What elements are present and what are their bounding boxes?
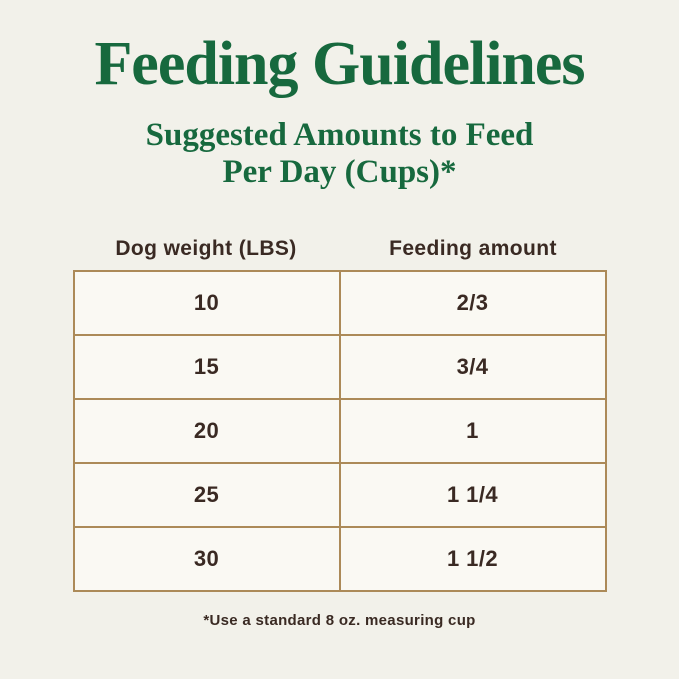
cell-amount: 2/3: [338, 270, 607, 336]
cell-amount: 1: [338, 398, 607, 464]
table-row: 10 2/3: [72, 270, 607, 336]
cell-amount: 3/4: [338, 334, 607, 400]
feeding-table-section: Dog weight (LBS) Feeding amount 10 2/3 1…: [72, 237, 607, 592]
column-header-dog-weight: Dog weight (LBS): [115, 237, 297, 260]
cell-weight: 25: [72, 462, 341, 528]
subtitle-line-1: Suggested Amounts to Feed: [145, 117, 534, 154]
table-row: 30 1 1/2: [72, 526, 607, 592]
table-column-headers: Dog weight (LBS) Feeding amount: [73, 237, 607, 261]
subtitle-line-2: Per Day (Cups)*: [222, 154, 457, 191]
table-row: 25 1 1/4: [72, 462, 607, 528]
feeding-table: 10 2/3 15 3/4 20 1 25 1 1/4 30 1 1/2: [72, 270, 607, 592]
page-subtitle: Suggested Amounts to Feed Per Day (Cups)…: [0, 117, 679, 191]
cell-weight: 30: [72, 526, 341, 592]
cell-weight: 20: [72, 398, 341, 464]
column-header-feeding-amount: Feeding amount: [389, 237, 557, 260]
cell-amount: 1 1/2: [338, 526, 607, 592]
cell-amount: 1 1/4: [338, 462, 607, 528]
table-row: 15 3/4: [72, 334, 607, 400]
page-title: Feeding Guidelines: [94, 30, 585, 98]
cell-weight: 10: [72, 270, 341, 336]
table-row: 20 1: [72, 398, 607, 464]
measuring-cup-footnote: *Use a standard 8 oz. measuring cup: [203, 612, 476, 629]
cell-weight: 15: [72, 334, 341, 400]
